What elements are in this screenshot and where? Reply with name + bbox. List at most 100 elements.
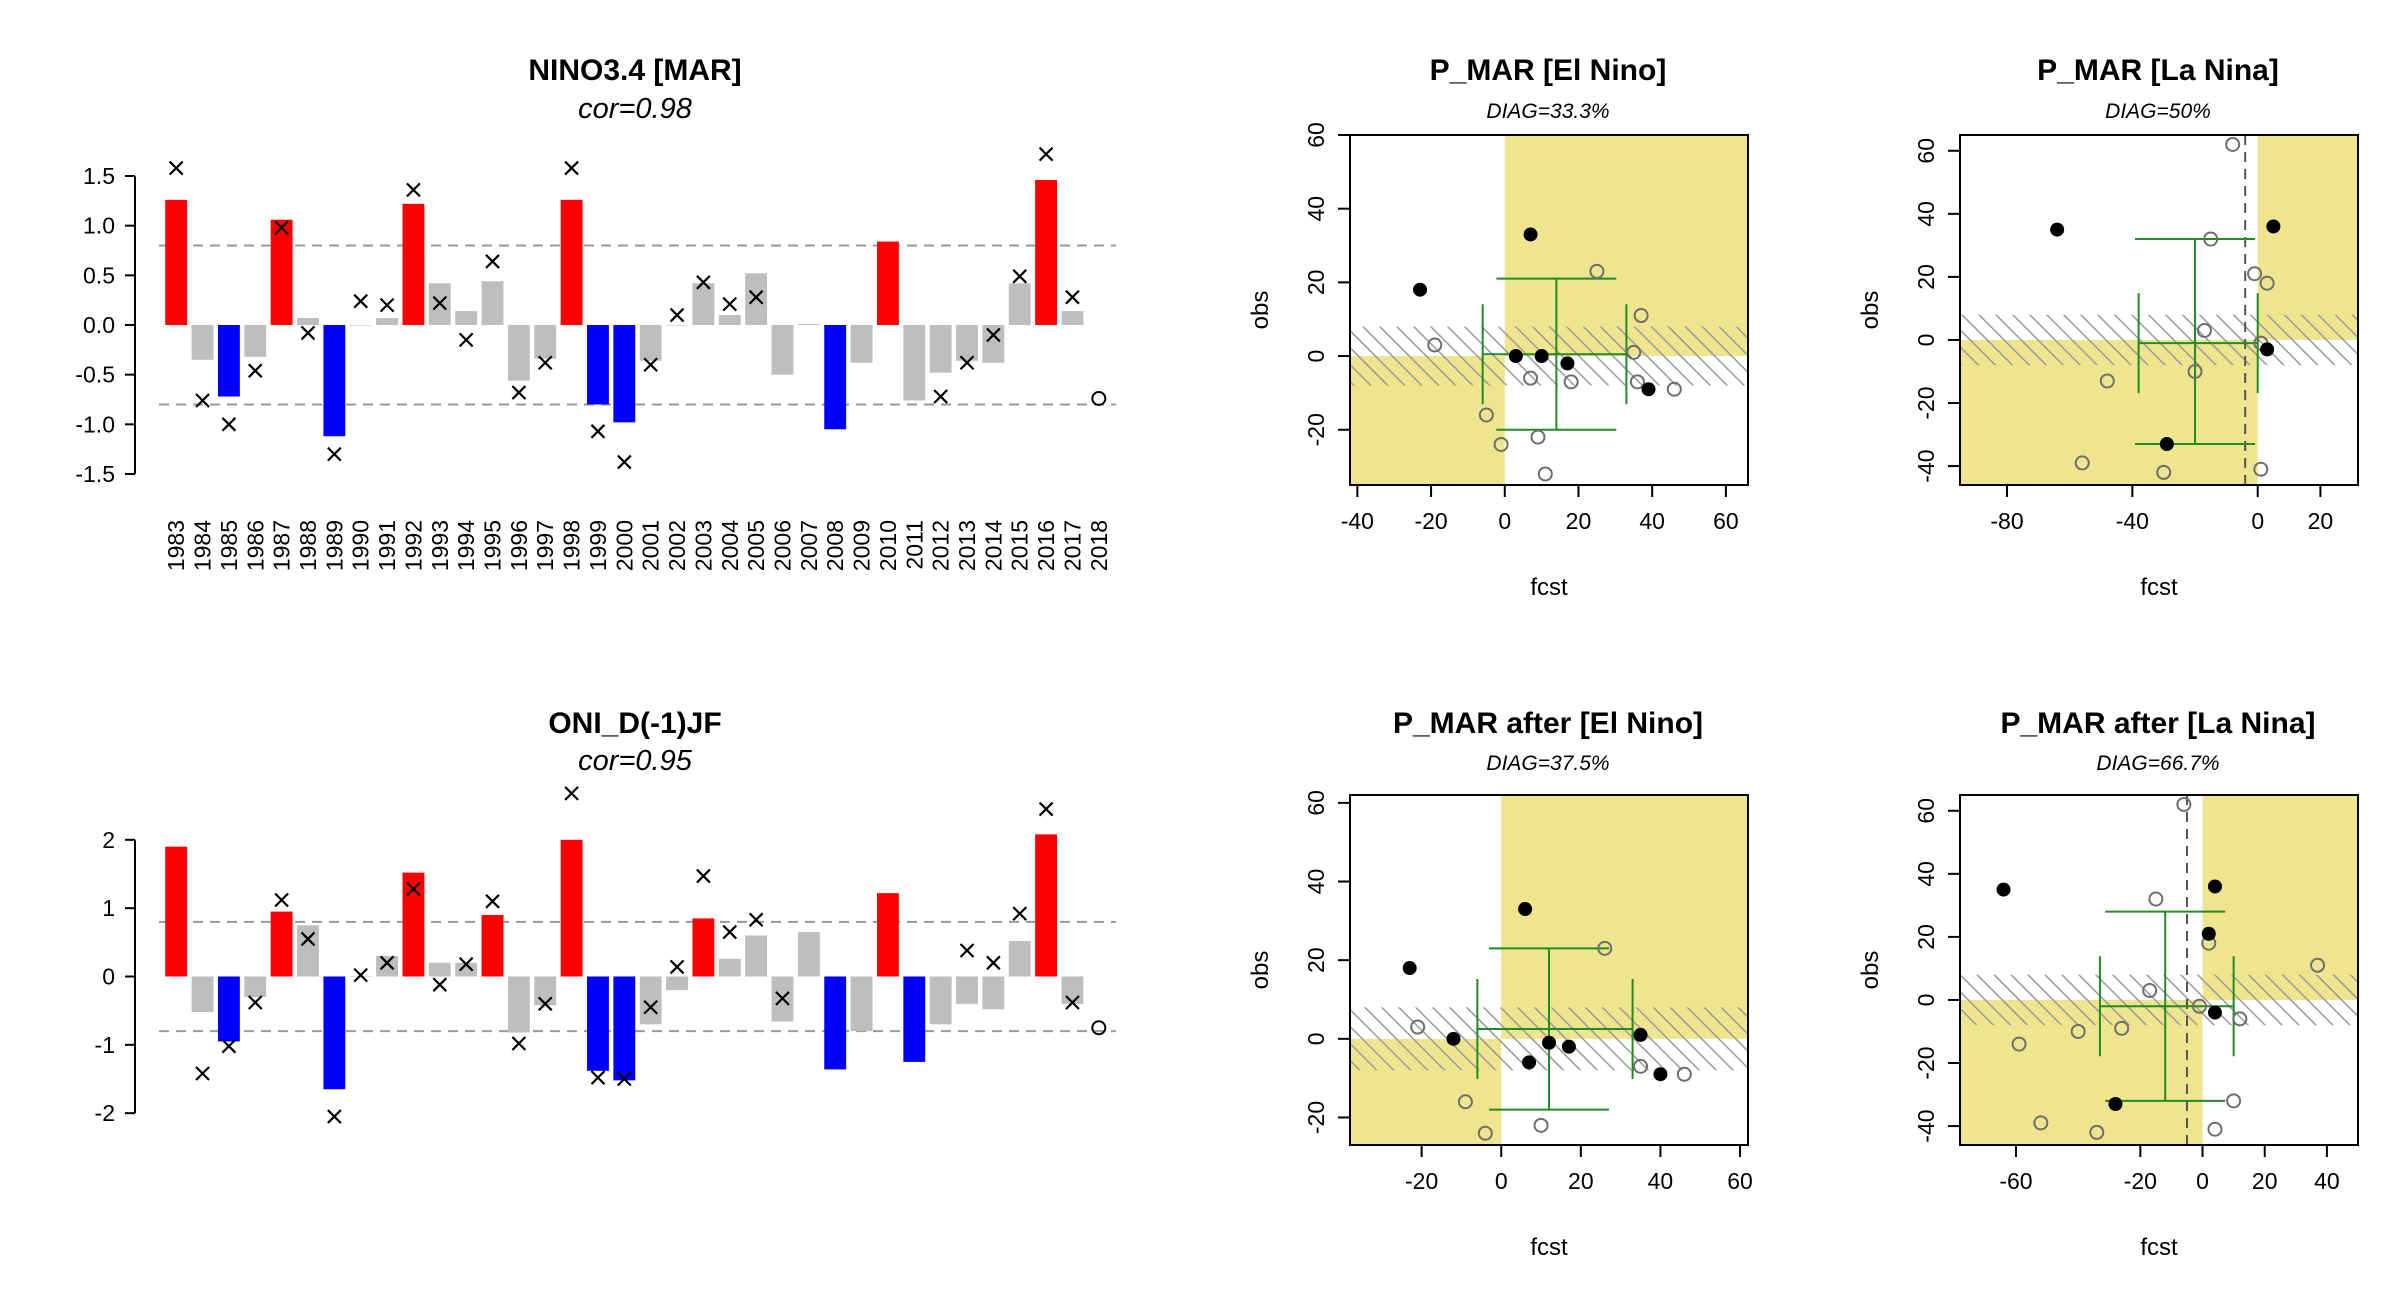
scatter-panel-after-elnino: P_MAR after [El Nino] DIAG=37.5% -20 0 20 4…: [1247, 707, 1753, 1261]
bar: [692, 283, 715, 325]
data-point: [1597, 940, 1613, 956]
scatter-panel-lanina: P_MAR [La Nina] DIAG=50% -80 -40 0 20 -40 -20…: [1857, 54, 2359, 601]
data-point: [2191, 998, 2207, 1014]
y-axis-label: obs: [1247, 291, 1274, 330]
x-tick-label: 0: [1498, 508, 1511, 534]
bar: [876, 241, 899, 325]
data-point: [2176, 796, 2192, 812]
plot-area: [1960, 795, 2358, 1145]
obs-marker: [379, 955, 395, 971]
bar: [455, 311, 478, 325]
obs-marker: [432, 295, 448, 311]
bar: [297, 925, 319, 977]
bar: [824, 325, 847, 430]
bar: [455, 962, 478, 977]
bar: [323, 325, 346, 437]
y-tick-label: -0.5: [75, 362, 115, 388]
x-tick-label: 1998: [559, 520, 585, 571]
bar: [718, 315, 741, 325]
x-tick-label: 0: [2251, 508, 2264, 534]
obs-marker: [537, 355, 553, 371]
data-point: [1626, 344, 1642, 360]
bar: [1061, 311, 1084, 325]
bar: [613, 976, 636, 1081]
data-point: [1537, 466, 1553, 482]
bar-panel-nino34: NINO3.4 [MAR] cor=0.98 -1.5 -1.0 -0.5 0.0 0.…: [75, 54, 1116, 571]
chart-title: P_MAR after [El Nino]: [1393, 707, 1703, 740]
diag-label: DIAG=50%: [2105, 100, 2211, 123]
obs-marker: [221, 1038, 237, 1054]
data-point: [1561, 1039, 1576, 1054]
scatter-panel-elnino: P_MAR [El Nino] DIAG=33.3% -40 -20 0 20 40 60…: [1247, 54, 1749, 601]
data-point: [1446, 1031, 1461, 1046]
data-point: [1518, 902, 1533, 917]
obs-marker: [722, 296, 738, 312]
y-tick-label: 60: [1913, 138, 1939, 164]
x-tick-label: 1999: [585, 520, 611, 571]
data-point: [2226, 1093, 2242, 1109]
bar: [587, 976, 609, 1071]
bar: [349, 976, 372, 977]
bar: [956, 325, 978, 361]
x-tick-label: 2005: [743, 520, 769, 571]
plot-frame: [1959, 134, 2359, 486]
obs-marker: [247, 363, 263, 378]
x-tick-label: 1983: [163, 520, 189, 571]
chart-title: P_MAR after [La Nina]: [2000, 707, 2315, 740]
data-point: [2148, 891, 2164, 907]
bar: [1035, 179, 1058, 325]
obs-marker: [643, 999, 658, 1015]
x-tick-label: 2011: [901, 520, 927, 569]
obs-marker: [300, 325, 316, 341]
bar: [613, 325, 636, 423]
bar: [850, 976, 873, 1032]
bar: [191, 325, 214, 360]
y-tick-label: -2: [95, 1100, 115, 1126]
bar: [560, 199, 583, 325]
data-point: [2196, 322, 2212, 338]
x-tick-label: 2002: [664, 520, 690, 571]
y-tick-label: -20: [1303, 1101, 1329, 1134]
y-tick-label: -1: [95, 1032, 115, 1058]
data-point: [1560, 356, 1575, 371]
bar: [402, 872, 425, 977]
scatter-panel-after-lanina: P_MAR after [La Nina] DIAG=66.7% -60 -20 0…: [1857, 707, 2359, 1261]
y-tick-label: 1: [102, 895, 115, 921]
y-tick-label: 0: [1913, 334, 1939, 347]
x-tick-label: 1994: [453, 520, 479, 571]
obs-marker: [669, 307, 685, 323]
bar: [797, 932, 820, 977]
obs-marker: [300, 931, 316, 947]
x-tick-label: 1984: [190, 520, 216, 571]
y-tick-label: -1.5: [75, 461, 115, 487]
bar: [692, 918, 715, 977]
bar: [165, 199, 188, 325]
bar: [270, 219, 293, 325]
bar: [534, 976, 557, 1006]
data-point: [1653, 1067, 1668, 1082]
x-tick-label: 20: [2252, 1168, 2278, 1194]
obs-marker: [221, 417, 237, 432]
bar: [217, 325, 240, 397]
chart-title: P_MAR [El Nino]: [1430, 54, 1667, 87]
bar: [297, 318, 319, 325]
obs-marker: [406, 881, 421, 897]
x-axis-label: fcst: [2140, 1234, 2178, 1261]
y-tick-label: -20: [1913, 1046, 1939, 1079]
data-point: [1633, 1027, 1648, 1042]
y-tick-label: -40: [1913, 449, 1939, 482]
bar-panel-oni: ONI_D(-1)JF cor=0.95 -2 -1 0 1 2: [95, 707, 1116, 1126]
data-point: [1533, 1117, 1549, 1133]
diag-label: DIAG=66.7%: [2096, 752, 2219, 775]
chart-title: ONI_D(-1)JF: [548, 707, 721, 740]
x-tick-label: 2010: [875, 520, 901, 571]
x-tick-label: -20: [2124, 1168, 2157, 1194]
obs-marker: [1038, 146, 1054, 162]
plot-area: [1350, 795, 1748, 1145]
x-tick-label: 1991: [374, 520, 400, 571]
data-point: [2108, 1097, 2123, 1112]
bar: [982, 325, 1005, 363]
x-tick-label: 2007: [796, 520, 822, 571]
data-point: [2207, 879, 2222, 894]
x-tick-label: -40: [2116, 508, 2149, 534]
